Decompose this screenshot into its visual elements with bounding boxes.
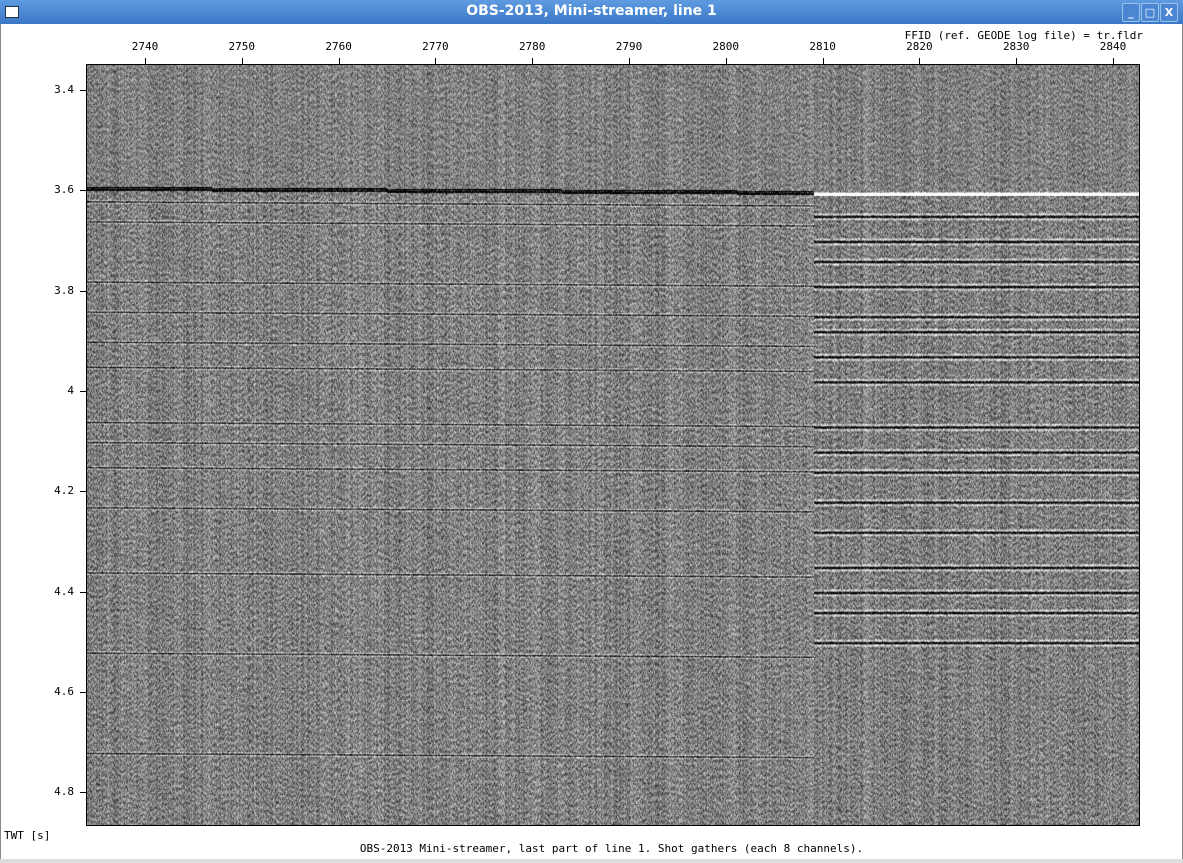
x-tick-mark <box>145 58 146 64</box>
x-tick-mark <box>822 58 824 64</box>
x-tick-mark <box>435 58 437 64</box>
seismic-image <box>87 65 1139 825</box>
x-tick-label: 2750 <box>228 40 256 53</box>
y-tick-label: 3.8 <box>54 283 74 297</box>
y-tick-label: 4.2 <box>54 484 74 498</box>
x-tick-mark <box>1113 58 1114 64</box>
x-tick-label: 2770 <box>422 40 449 53</box>
chart-title: OBS-2013 Mini-streamer, last part of lin… <box>359 842 864 855</box>
x-tick-label: 2780 <box>518 40 546 53</box>
x-tick-mark <box>919 58 921 64</box>
x-tick-label: 2810 <box>809 40 836 53</box>
x-tick-label: 2820 <box>906 40 933 53</box>
x-tick-mark <box>532 58 534 64</box>
x-tick-mark <box>241 58 243 64</box>
y-tick-mark <box>80 290 86 292</box>
y-axis-label: TWT [s] <box>4 829 51 842</box>
x-tick-mark <box>1016 58 1018 64</box>
y-tick-label: 3.4 <box>54 83 74 96</box>
seismic-section <box>86 64 1140 826</box>
y-tick-label: 3.6 <box>54 183 74 197</box>
window-bottom-border <box>0 859 1183 863</box>
close-button[interactable]: X <box>1160 3 1178 22</box>
x-tick-label: 2790 <box>615 40 643 53</box>
y-tick-label: 4.4 <box>54 584 74 598</box>
title-bar: OBS-2013, Mini-streamer, line 1 _ □ X <box>0 0 1183 25</box>
x-tick-mark <box>629 58 630 64</box>
maximize-button[interactable]: □ <box>1141 3 1159 22</box>
x-tick-label: 2830 <box>1002 40 1030 53</box>
y-tick-label: 4.6 <box>54 684 74 698</box>
window-title: OBS-2013, Mini-streamer, line 1 <box>466 3 717 19</box>
x-tick-label: 2740 <box>131 40 159 53</box>
y-tick-mark <box>80 190 86 192</box>
x-tick-mark <box>338 58 340 64</box>
y-tick-label: 4 <box>67 383 74 397</box>
y-tick-mark <box>80 491 86 493</box>
x-tick-label: 2800 <box>712 40 740 53</box>
window-menu-icon[interactable] <box>5 6 19 18</box>
x-tick-mark <box>725 58 727 64</box>
x-tick-label: 2840 <box>1099 40 1127 53</box>
minimize-button[interactable]: _ <box>1122 3 1140 22</box>
y-tick-mark <box>80 90 86 91</box>
x-axis-label: FFID (ref. GEODE log file) = tr.fldr <box>904 29 1143 42</box>
y-tick-mark <box>80 792 86 794</box>
y-tick-mark <box>80 390 86 392</box>
y-tick-label: 4.8 <box>54 785 74 799</box>
x-tick-label: 2760 <box>325 40 352 53</box>
y-tick-mark <box>80 691 86 693</box>
y-tick-mark <box>80 591 86 593</box>
